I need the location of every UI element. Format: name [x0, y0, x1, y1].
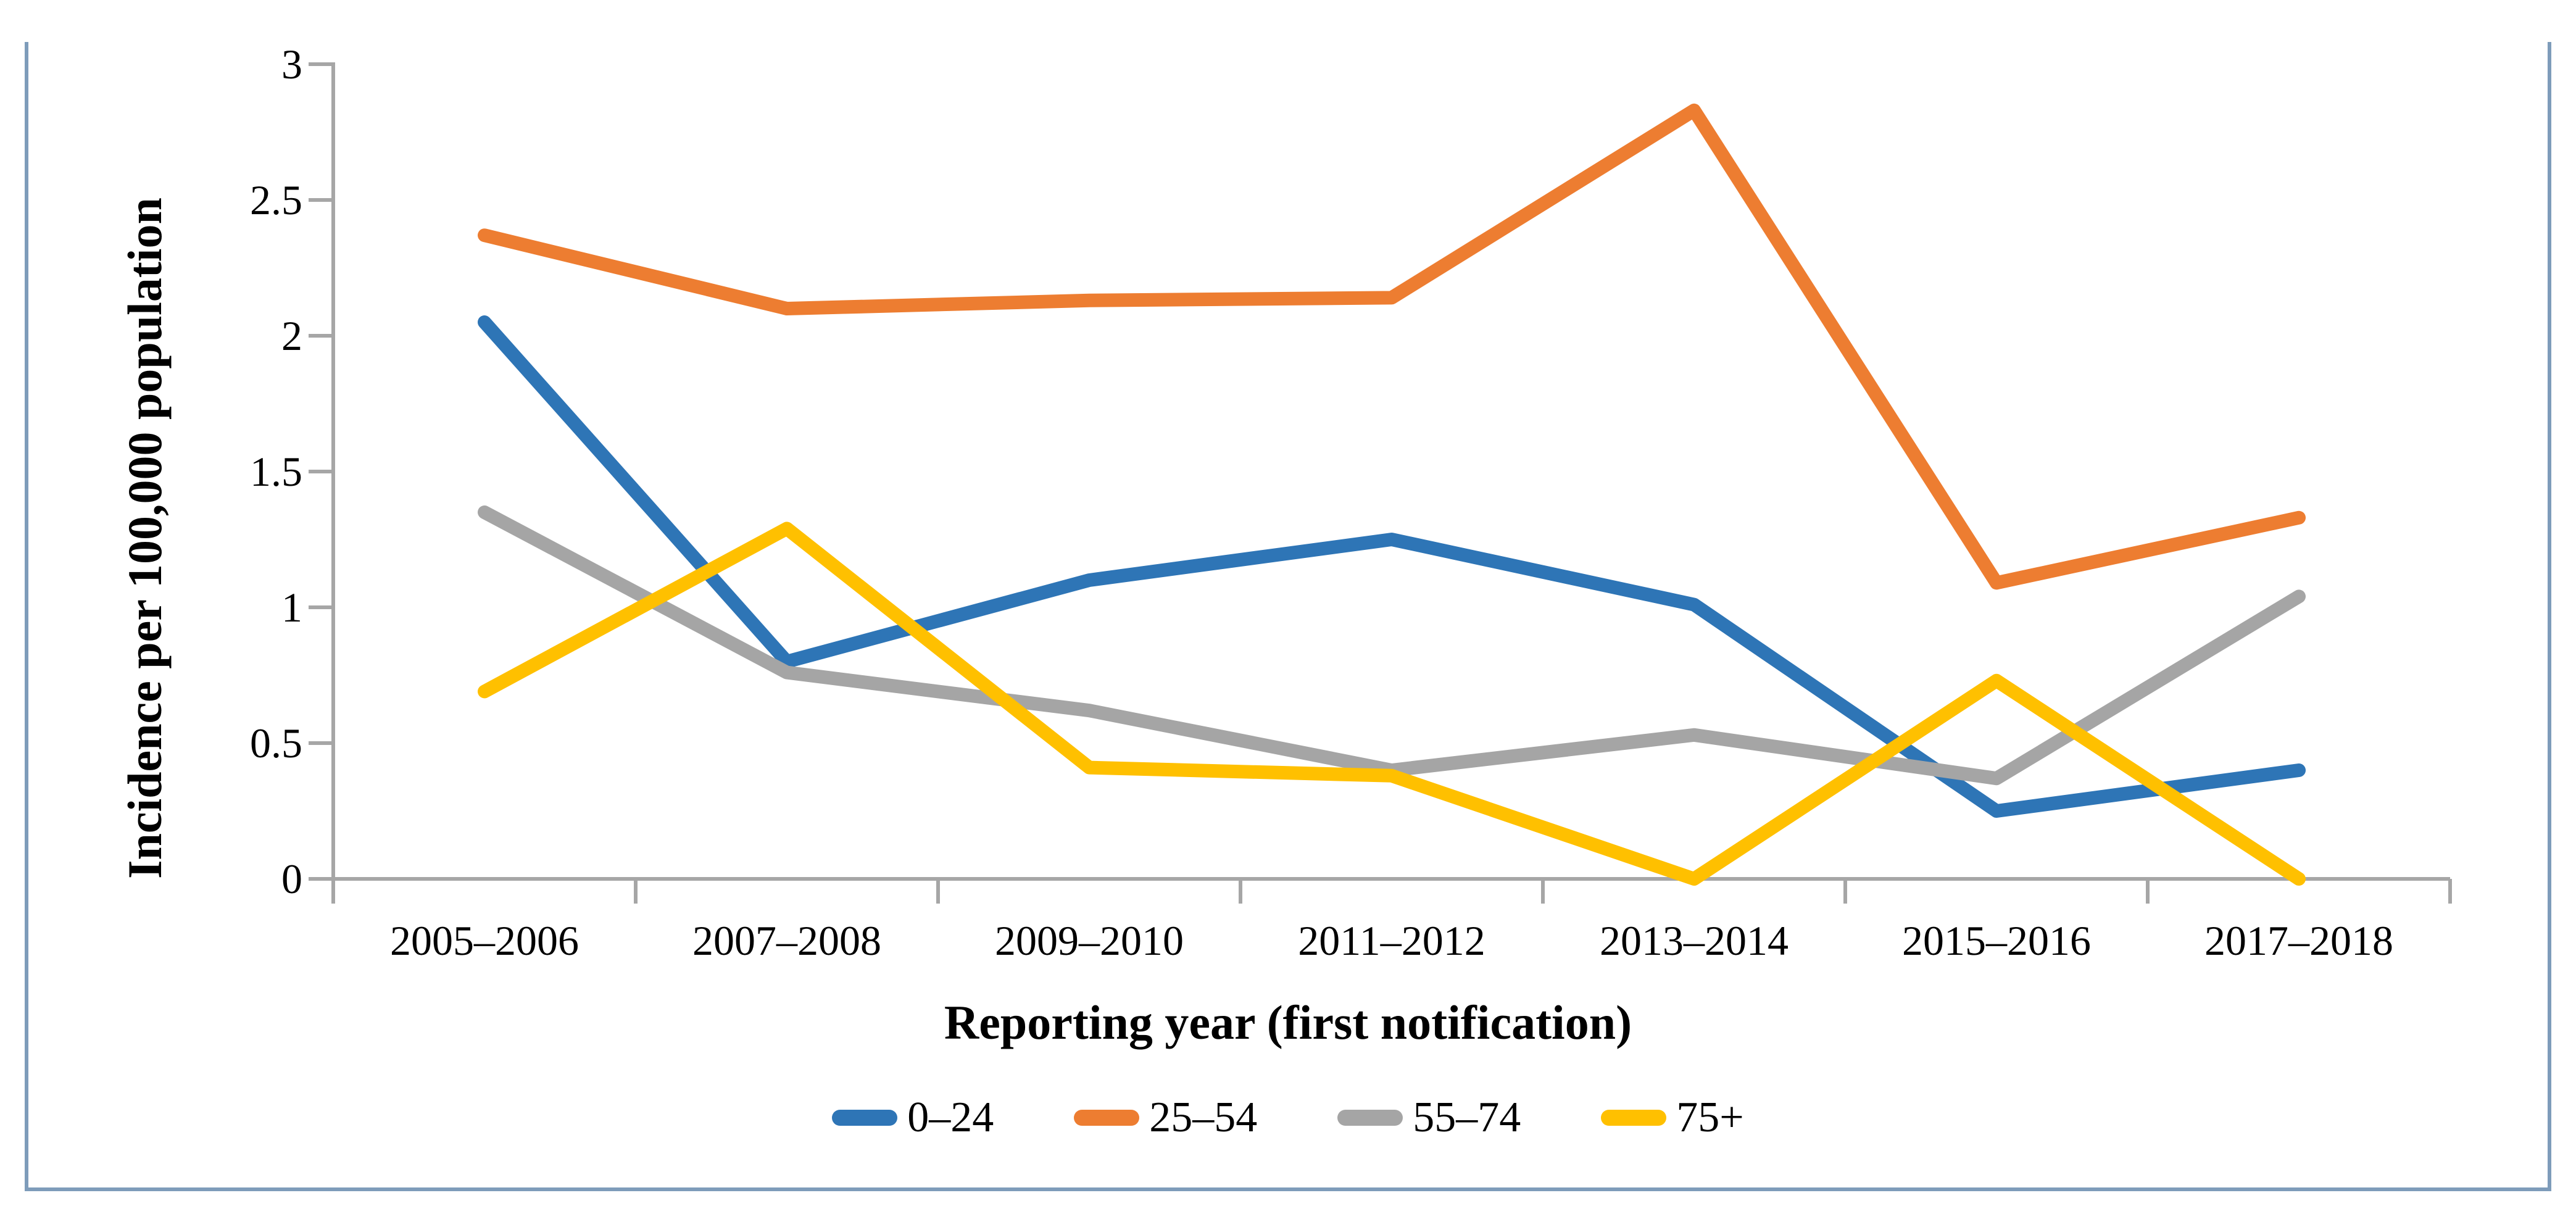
x-tick-label: 2013–2014 — [1600, 917, 1789, 964]
legend-item-75+: 75+ — [1601, 1091, 1744, 1144]
legend-label: 25–54 — [1149, 1094, 1258, 1141]
figure-border-right — [2548, 42, 2551, 1191]
y-tick-label: 1 — [281, 584, 302, 631]
chart-legend: 0–24 25–54 55–74 75+ — [0, 1091, 2576, 1144]
legend-item-55–74: 55–74 — [1337, 1091, 1521, 1144]
x-tick-label: 2015–2016 — [1902, 917, 2091, 964]
legend-label: 55–74 — [1413, 1094, 1521, 1141]
series-line-0–24 — [478, 315, 2306, 818]
series-line-25–54 — [478, 103, 2306, 590]
figure-border-left — [25, 42, 28, 1191]
y-tick-label: 0 — [281, 855, 302, 902]
x-tick-label: 2009–2010 — [995, 917, 1184, 964]
y-tick-label: 1.5 — [250, 448, 302, 495]
legend-line-swatch-icon — [832, 1110, 898, 1126]
x-tick-label: 2007–2008 — [692, 917, 881, 964]
legend-label: 75+ — [1676, 1094, 1744, 1141]
legend-line-swatch-icon — [1337, 1110, 1403, 1126]
legend-item-0–24: 0–24 — [832, 1091, 994, 1144]
y-tick-label: 2.5 — [250, 177, 302, 223]
legend-label: 0–24 — [907, 1094, 994, 1141]
legend-line-swatch-icon — [1601, 1110, 1667, 1126]
x-axis-title: Reporting year (first notification) — [944, 996, 1632, 1049]
legend-line-swatch-icon — [1074, 1110, 1140, 1126]
y-tick-label: 3 — [281, 41, 302, 88]
y-axis-title: Incidence per 100,000 population — [118, 198, 172, 879]
y-tick-label: 2 — [281, 312, 302, 359]
legend-item-25–54: 25–54 — [1074, 1091, 1257, 1144]
x-tick-label: 2017–2018 — [2204, 917, 2393, 964]
x-tick-label: 2005–2006 — [390, 917, 579, 964]
y-tick-label: 0.5 — [250, 720, 302, 767]
x-tick-label: 2011–2012 — [1298, 917, 1485, 964]
figure-border-bottom — [25, 1187, 2551, 1191]
series-line-75+ — [478, 522, 2306, 886]
